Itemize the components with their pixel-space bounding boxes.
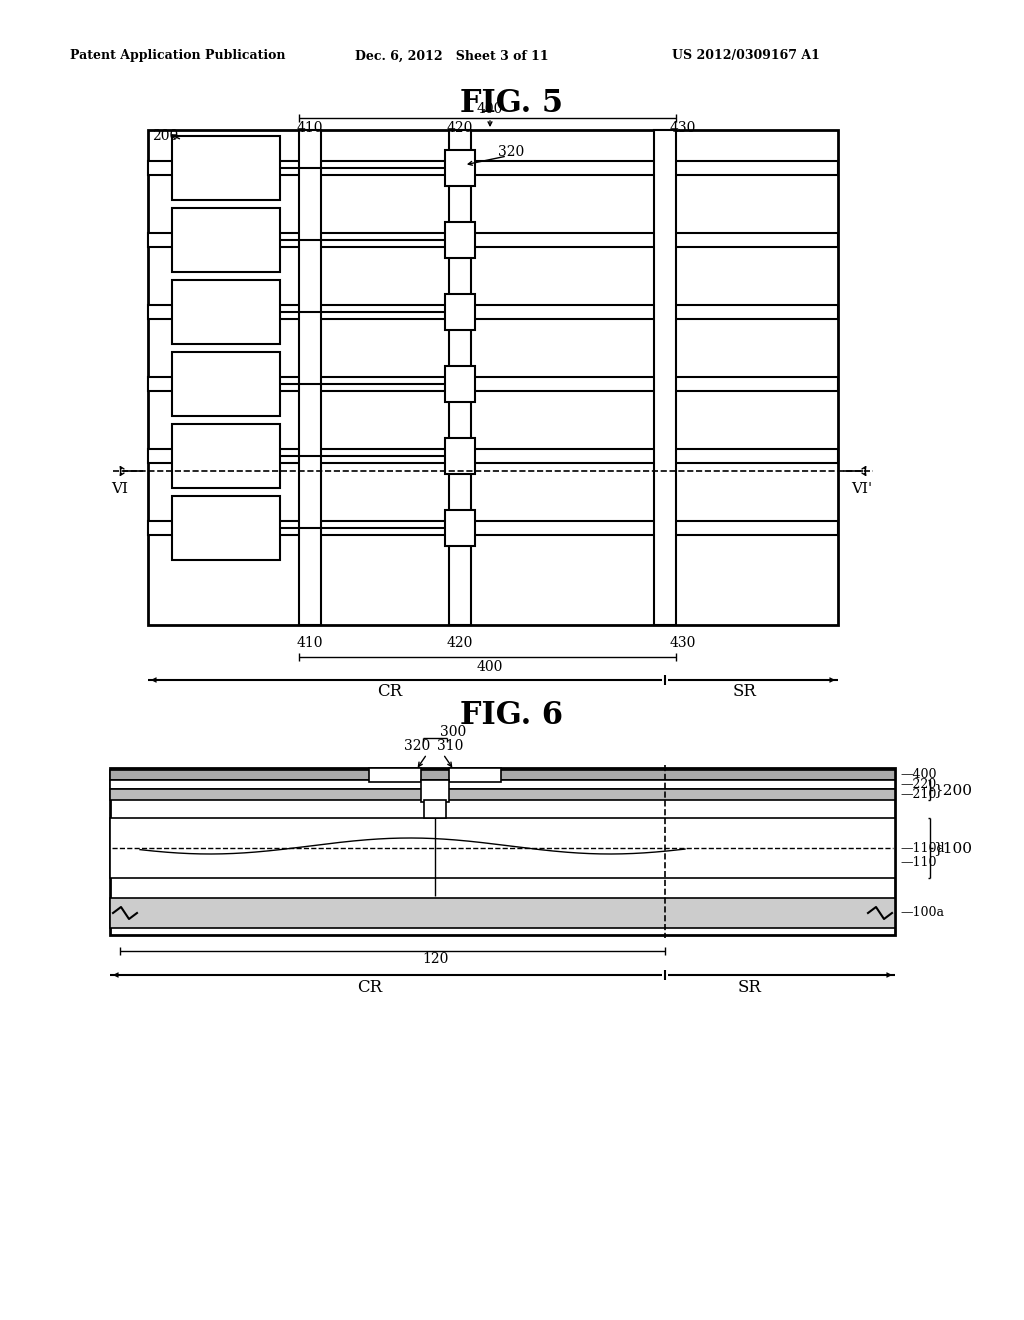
Bar xyxy=(148,129,838,624)
Bar xyxy=(110,770,895,780)
Bar xyxy=(445,294,475,330)
Text: Patent Application Publication: Patent Application Publication xyxy=(70,49,286,62)
Text: FIG. 6: FIG. 6 xyxy=(461,700,563,730)
Bar xyxy=(148,521,838,535)
Bar xyxy=(110,818,895,878)
Bar xyxy=(172,136,280,201)
Text: —400: —400 xyxy=(900,768,937,781)
Bar xyxy=(654,129,676,624)
Text: }100: }100 xyxy=(933,841,972,855)
Text: }200: }200 xyxy=(933,783,972,797)
Text: 320: 320 xyxy=(498,145,524,158)
Text: FIG. 5: FIG. 5 xyxy=(461,87,563,119)
Text: —220: —220 xyxy=(900,777,936,791)
Text: 120: 120 xyxy=(422,952,449,966)
Text: 430: 430 xyxy=(670,121,696,135)
Text: VI: VI xyxy=(112,482,128,496)
Bar xyxy=(445,438,475,474)
Text: 420: 420 xyxy=(446,636,473,649)
Text: Dec. 6, 2012   Sheet 3 of 11: Dec. 6, 2012 Sheet 3 of 11 xyxy=(355,49,549,62)
Bar xyxy=(445,510,475,546)
Text: 420: 420 xyxy=(446,121,473,135)
Bar xyxy=(172,209,280,272)
Bar xyxy=(148,234,838,247)
Text: 300: 300 xyxy=(440,725,466,739)
Text: 410: 410 xyxy=(297,636,324,649)
Bar xyxy=(172,280,280,345)
Bar xyxy=(172,352,280,416)
Bar xyxy=(421,780,449,803)
Bar xyxy=(110,768,895,935)
Text: US 2012/0309167 A1: US 2012/0309167 A1 xyxy=(672,49,820,62)
Bar xyxy=(369,768,421,781)
Bar xyxy=(148,378,838,391)
Bar xyxy=(445,366,475,403)
Text: —110: —110 xyxy=(900,857,937,870)
Bar xyxy=(110,780,895,789)
Text: —210: —210 xyxy=(900,788,936,800)
Text: 200: 200 xyxy=(152,129,178,143)
Bar xyxy=(148,449,838,463)
Bar xyxy=(445,222,475,257)
Text: CR: CR xyxy=(357,978,383,995)
Bar xyxy=(449,129,471,624)
Text: SR: SR xyxy=(733,684,757,701)
Text: SR: SR xyxy=(738,978,762,995)
Bar xyxy=(172,424,280,488)
Text: 430: 430 xyxy=(670,636,696,649)
Bar xyxy=(445,150,475,186)
Bar xyxy=(110,789,895,800)
Bar xyxy=(449,768,501,781)
Text: CR: CR xyxy=(378,684,402,701)
Bar xyxy=(110,898,895,928)
Text: 400: 400 xyxy=(477,102,503,116)
Text: 310: 310 xyxy=(437,739,464,752)
Bar xyxy=(299,129,321,624)
Text: 410: 410 xyxy=(297,121,324,135)
Bar xyxy=(148,305,838,319)
Text: 400: 400 xyxy=(477,660,503,675)
Text: —110d: —110d xyxy=(900,842,944,854)
Text: VI': VI' xyxy=(851,482,872,496)
Text: 320: 320 xyxy=(403,739,430,752)
Bar xyxy=(172,496,280,560)
Text: —100a: —100a xyxy=(900,907,944,920)
Bar xyxy=(148,161,838,176)
Bar xyxy=(424,800,446,818)
